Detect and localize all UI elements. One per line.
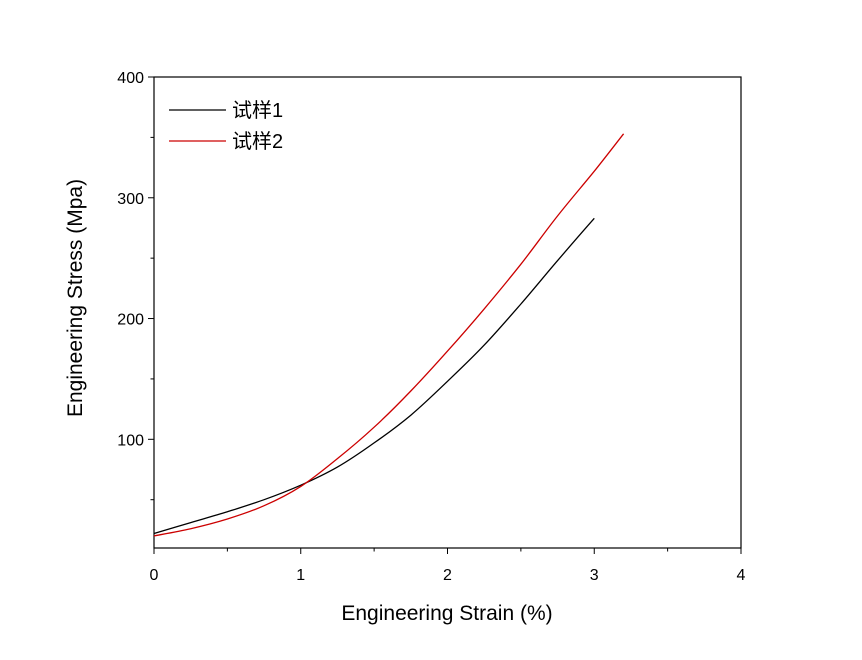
y-tick-label: 400 xyxy=(117,70,144,87)
y-tick-label: 100 xyxy=(117,432,144,449)
y-tick-label: 300 xyxy=(117,191,144,208)
legend-label-1: 试样1 xyxy=(232,99,283,122)
x-tick-label: 0 xyxy=(150,567,159,584)
x-tick-label: 4 xyxy=(737,567,746,584)
x-axis-label: Engineering Strain (%) xyxy=(341,602,552,625)
y-tick-label: 200 xyxy=(117,312,144,329)
series-line-2 xyxy=(153,133,625,537)
x-tick-label: 2 xyxy=(443,567,452,584)
x-tick-label: 1 xyxy=(296,567,305,584)
legend-label-2: 试样2 xyxy=(232,130,283,153)
x-tick-label: 3 xyxy=(590,567,599,584)
y-axis-label: Engineering Stress (Mpa) xyxy=(64,179,87,417)
axes: 0 1 2 3 4 100 200 300 400 xyxy=(117,70,745,584)
series-group xyxy=(153,133,625,537)
series-line-1 xyxy=(153,217,595,535)
